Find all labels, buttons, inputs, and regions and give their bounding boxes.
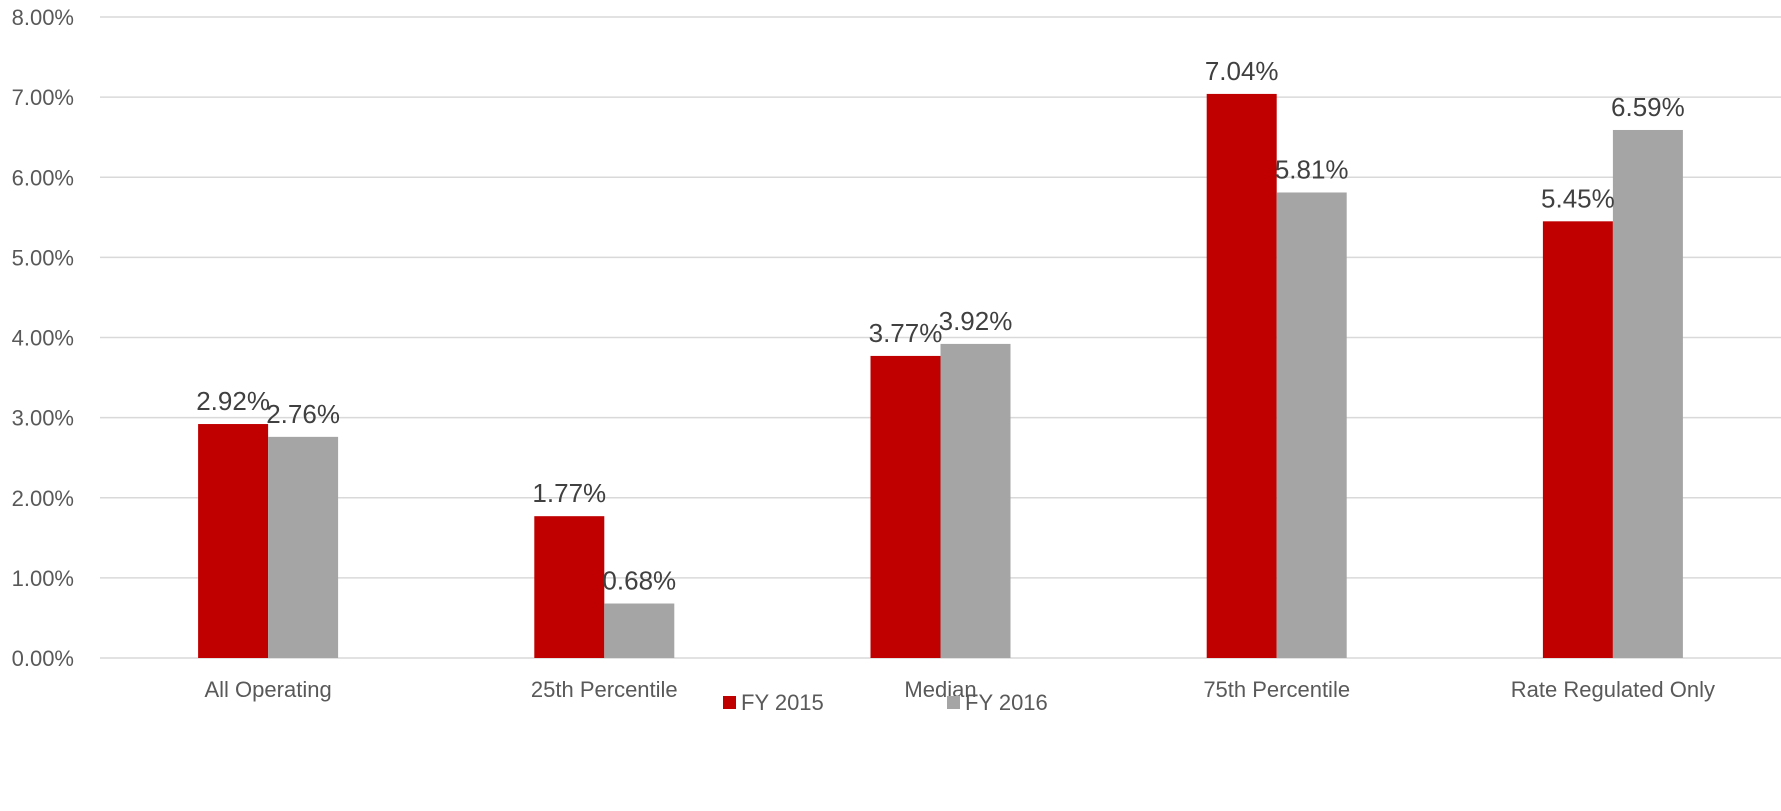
legend-swatch bbox=[947, 696, 960, 709]
y-tick-label: 3.00% bbox=[12, 406, 74, 431]
legend-swatch bbox=[723, 696, 736, 709]
y-tick-label: 5.00% bbox=[12, 245, 74, 270]
category-label: 25th Percentile bbox=[531, 677, 678, 702]
gridlines bbox=[100, 16, 1781, 659]
data-label: 2.76% bbox=[266, 399, 340, 429]
bars bbox=[198, 93, 1683, 659]
data-label: 7.04% bbox=[1205, 56, 1279, 86]
data-label: 0.68% bbox=[602, 566, 676, 596]
y-tick-label: 1.00% bbox=[12, 566, 74, 591]
bar-fy-2016 bbox=[1612, 129, 1683, 658]
y-axis-tick-labels: 0.00% 1.00% 2.00% 3.00% 4.00% 5.00% 6.00% 7.00%… bbox=[12, 5, 74, 671]
bar-fy-2016 bbox=[1276, 192, 1347, 658]
data-labels: 2.92%2.76% 1.77% 0.68% 3.77%3.92% 7.04% 5.81%… bbox=[196, 56, 1685, 596]
bar-fy-2015 bbox=[1542, 221, 1613, 658]
y-tick-label: 8.00% bbox=[12, 5, 74, 30]
y-tick-label: 2.00% bbox=[12, 486, 74, 511]
category-label: Median bbox=[904, 677, 976, 702]
data-label: 5.81% bbox=[1275, 154, 1349, 184]
category-label: All Operating bbox=[205, 677, 332, 702]
y-tick-label: 0.00% bbox=[12, 646, 74, 671]
bar-fy-2015 bbox=[870, 355, 941, 658]
bar-fy-2015 bbox=[198, 424, 269, 658]
x-axis-category-labels: All Operating 25th Percentile Median 75th P… bbox=[205, 677, 1716, 702]
category-label: Rate Regulated Only bbox=[1511, 677, 1715, 702]
bar-fy-2016 bbox=[604, 603, 675, 658]
data-label: 5.45% bbox=[1541, 183, 1615, 213]
bar-fy-2016 bbox=[940, 343, 1011, 658]
data-label: 3.77% bbox=[869, 318, 943, 348]
data-label: 1.77% bbox=[532, 478, 606, 508]
legend: FY 2015 FY 2016 bbox=[723, 690, 1048, 715]
category-label: 75th Percentile bbox=[1203, 677, 1350, 702]
legend-label: FY 2015 bbox=[741, 690, 824, 715]
bar-fy-2016 bbox=[268, 436, 339, 658]
legend-label: FY 2016 bbox=[965, 690, 1048, 715]
y-tick-label: 4.00% bbox=[12, 326, 74, 351]
bar-fy-2015 bbox=[534, 516, 605, 658]
y-tick-label: 6.00% bbox=[12, 165, 74, 190]
data-label: 2.92% bbox=[196, 386, 270, 416]
data-label: 6.59% bbox=[1611, 92, 1685, 122]
y-tick-label: 7.00% bbox=[12, 85, 74, 110]
bar-fy-2015 bbox=[1206, 93, 1277, 659]
data-label: 3.92% bbox=[939, 306, 1013, 336]
